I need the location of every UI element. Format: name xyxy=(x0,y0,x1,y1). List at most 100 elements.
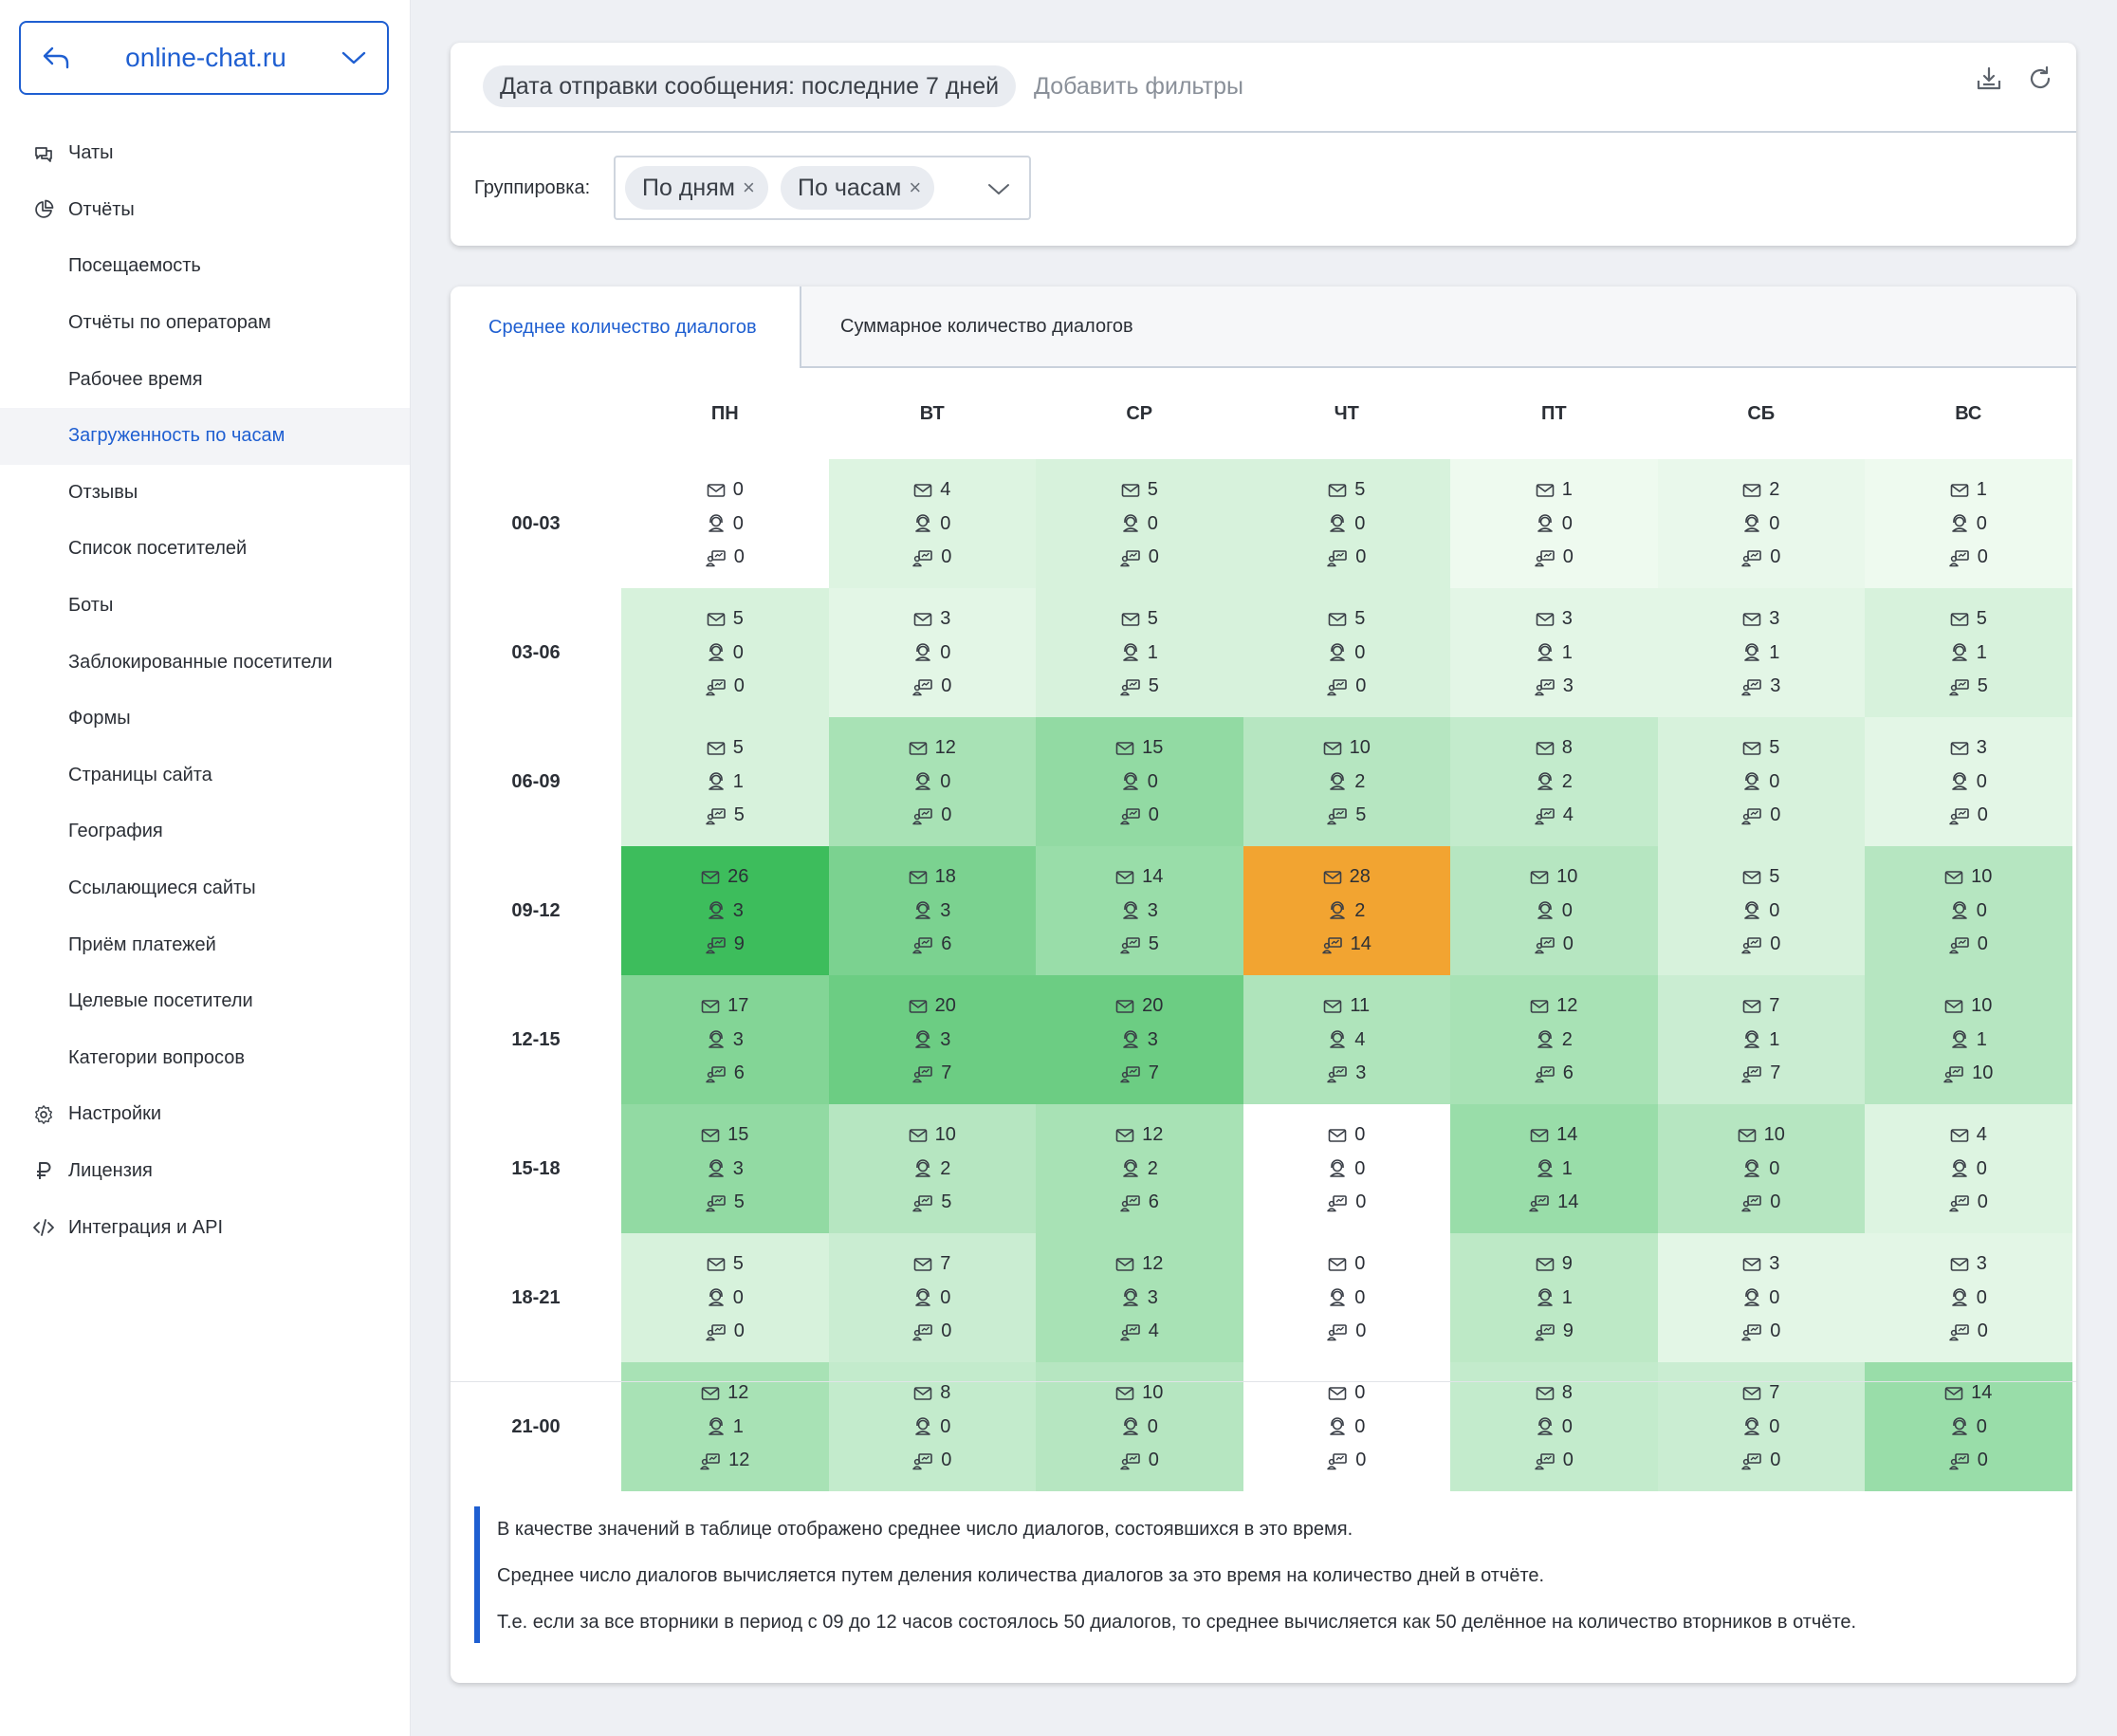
sidebar-item-18[interactable]: Лицензия xyxy=(0,1143,410,1200)
operator-icon xyxy=(1742,514,1769,533)
metric-line: 0 xyxy=(1327,541,1366,575)
download-icon[interactable] xyxy=(1976,65,2002,97)
heatmap-cell: 1 0 0 xyxy=(1450,459,1658,588)
metric-value: 0 xyxy=(1976,512,1987,534)
envelope-icon xyxy=(1944,1386,1971,1401)
heatmap-cell: 15 0 0 xyxy=(1036,717,1243,846)
sidebar-item-6[interactable]: Отзывы xyxy=(0,465,410,522)
metric-line: 0 xyxy=(1741,799,1780,833)
metric-line: 2 xyxy=(1328,894,1365,928)
metric-line: 0 xyxy=(1742,894,1779,928)
sidebar-item-label: Посещаемость xyxy=(68,255,201,277)
operator-icon xyxy=(1950,643,1977,662)
date-filter-chip[interactable]: Дата отправки сообщения: последние 7 дне… xyxy=(483,65,1017,107)
report-tabs: Среднее количество диалогов Суммарное ко… xyxy=(451,286,2076,368)
divider xyxy=(451,1381,2076,1382)
tab-total-dialogs[interactable]: Суммарное количество диалогов xyxy=(801,286,2076,368)
metric-value: 5 xyxy=(732,608,744,629)
metric-line: 0 xyxy=(1742,1281,1779,1315)
grouping-select[interactable]: По дням × По часам × xyxy=(614,156,1031,220)
bot-icon xyxy=(1741,1451,1770,1470)
heatmap-cell: 5 0 0 xyxy=(621,588,829,717)
chevron-down-icon[interactable] xyxy=(987,178,1010,204)
note-line: В качестве значений в таблице отображено… xyxy=(497,1519,1353,1540)
sidebar-item-2[interactable]: Посещаемость xyxy=(0,238,410,295)
bot-icon xyxy=(1327,806,1355,825)
sidebar-item-17[interactable]: Настройки xyxy=(0,1086,410,1143)
metric-line: 12 xyxy=(701,1376,748,1411)
metric-line: 0 xyxy=(1328,1281,1365,1315)
sidebar-item-8[interactable]: Боты xyxy=(0,578,410,635)
grouping-tag-label: По часам xyxy=(798,174,902,201)
sidebar-item-9[interactable]: Заблокированные посетители xyxy=(0,634,410,691)
operator-icon xyxy=(1742,1417,1769,1436)
heatmap-cell: 12 1 12 xyxy=(621,1362,829,1491)
metric-value: 0 xyxy=(1355,1450,1367,1470)
sidebar-item-12[interactable]: География xyxy=(0,803,410,860)
envelope-icon xyxy=(1742,999,1769,1014)
sidebar-item-7[interactable]: Список посетителей xyxy=(0,521,410,578)
metric-value: 3 xyxy=(1562,675,1574,696)
sidebar-item-10[interactable]: Формы xyxy=(0,691,410,748)
envelope-icon xyxy=(1950,612,1977,627)
sidebar-item-11[interactable]: Страницы сайта xyxy=(0,748,410,804)
sidebar-item-13[interactable]: Ссылающиеся сайты xyxy=(0,860,410,917)
envelope-icon xyxy=(1950,483,1977,498)
operator-icon xyxy=(913,1288,940,1307)
add-filters-link[interactable]: Добавить фильтры xyxy=(1034,73,1243,100)
sidebar-item-19[interactable]: Интеграция и API xyxy=(0,1199,410,1256)
metric-line: 10 xyxy=(1943,1057,1993,1091)
metric-value: 20 xyxy=(934,995,956,1016)
sidebar-item-0[interactable]: Чаты xyxy=(0,125,410,182)
envelope-icon xyxy=(913,1257,940,1272)
metric-value: 7 xyxy=(941,1062,952,1083)
metric-line: 9 xyxy=(1534,1315,1574,1349)
bot-icon xyxy=(912,548,941,567)
metric-value: 9 xyxy=(1561,1253,1573,1274)
metric-line: 0 xyxy=(707,473,744,508)
site-selector[interactable]: online-chat.ru xyxy=(19,21,389,95)
tab-average-dialogs[interactable]: Среднее количество диалогов xyxy=(451,286,801,368)
metric-line: 1 xyxy=(1742,1023,1779,1057)
remove-tag-icon[interactable]: × xyxy=(742,175,755,199)
metric-value: 0 xyxy=(1976,770,1987,792)
sidebar-item-label: Формы xyxy=(68,708,131,729)
bot-icon xyxy=(912,1193,941,1212)
sidebar-item-4[interactable]: Рабочее время xyxy=(0,351,410,408)
operator-icon xyxy=(1536,1159,1562,1178)
sidebar-item-15[interactable]: Целевые посетители xyxy=(0,973,410,1030)
back-arrow-icon[interactable] xyxy=(42,46,70,70)
operator-icon xyxy=(1328,1288,1354,1307)
metric-value: 0 xyxy=(1147,512,1158,534)
sidebar-item-16[interactable]: Категории вопросов xyxy=(0,1030,410,1087)
metric-value: 1 xyxy=(1976,479,1987,500)
heatmap-cell: 5 0 0 xyxy=(621,1233,829,1362)
metric-line: 1 xyxy=(1950,473,1987,508)
metric-value: 0 xyxy=(732,641,744,663)
metric-line: 6 xyxy=(1119,1186,1159,1220)
bot-icon xyxy=(1534,1322,1563,1341)
metric-value: 7 xyxy=(1769,995,1780,1016)
sidebar-item-5[interactable]: Загруженность по часам xyxy=(0,407,410,465)
metric-value: 0 xyxy=(1354,1382,1366,1403)
metric-value: 3 xyxy=(1769,608,1780,629)
metric-line: 8 xyxy=(1536,731,1573,766)
sidebar-item-14[interactable]: Приём платежей xyxy=(0,916,410,973)
heatmap-cell: 10 0 0 xyxy=(1865,846,2072,975)
metric-line: 10 xyxy=(1738,1118,1785,1153)
metric-value: 15 xyxy=(727,1124,749,1145)
sidebar-item-1[interactable]: Отчёты xyxy=(0,182,410,239)
bot-icon xyxy=(1119,1193,1149,1212)
metric-value: 1 xyxy=(1769,1028,1780,1050)
remove-tag-icon[interactable]: × xyxy=(909,175,922,199)
hour-range-label: 12-15 xyxy=(511,1028,561,1050)
metric-line: 2 xyxy=(1328,765,1365,799)
metric-value: 2 xyxy=(1147,1157,1158,1179)
refresh-icon[interactable] xyxy=(2027,65,2053,97)
metric-value: 2 xyxy=(1769,479,1780,500)
sidebar-item-3[interactable]: Отчёты по операторам xyxy=(0,295,410,352)
metric-line: 3 xyxy=(707,1152,744,1186)
metric-value: 14 xyxy=(1556,1124,1578,1145)
envelope-icon xyxy=(1115,870,1142,885)
bot-icon xyxy=(705,677,734,696)
